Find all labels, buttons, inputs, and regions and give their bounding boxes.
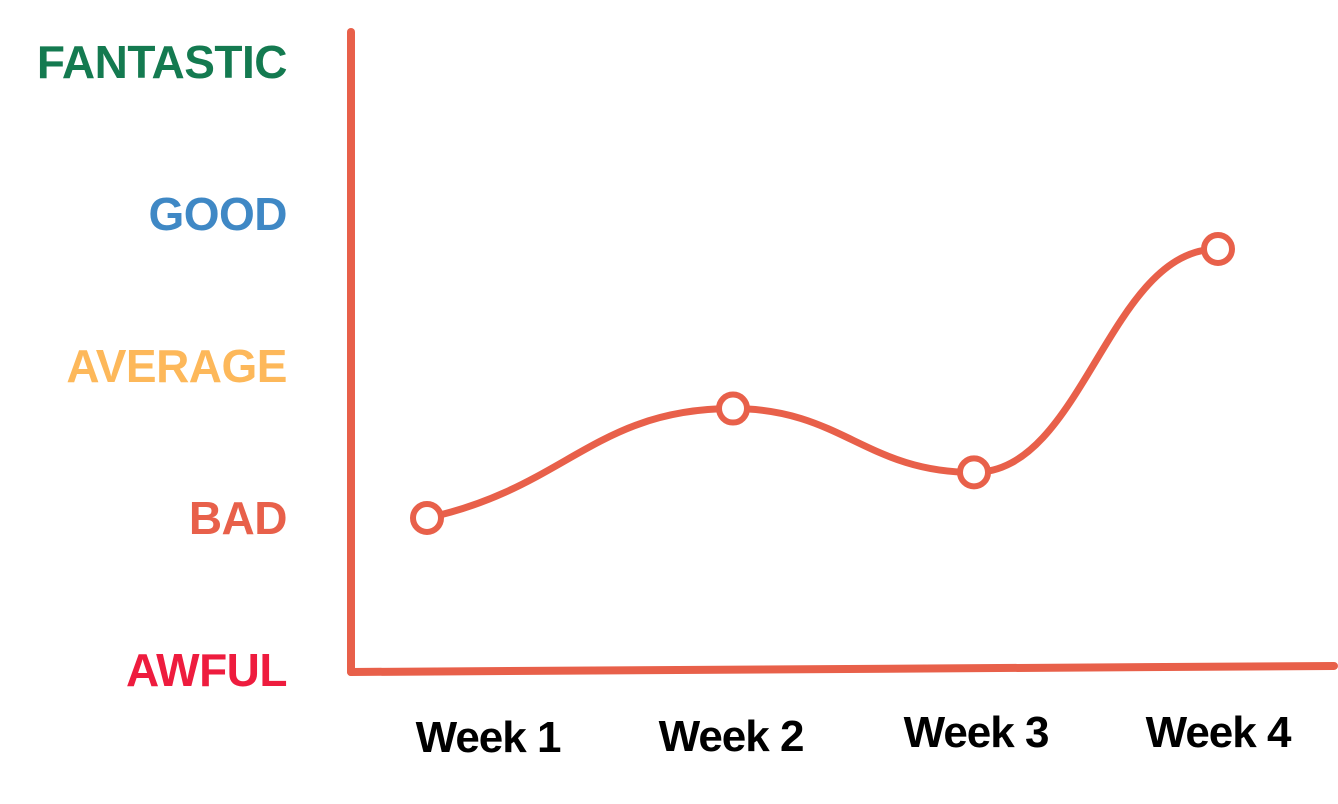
x-axis-line (347, 662, 1338, 676)
x-tick-label-3: Week 3 (904, 708, 1049, 757)
x-tick-label-2: Week 2 (659, 712, 804, 761)
axes (347, 28, 1338, 676)
y-axis-tick-labels: AWFUL BAD AVERAGE GOOD FANTASTIC (37, 36, 288, 696)
series-group (410, 231, 1235, 535)
y-tick-label-good: GOOD (148, 188, 287, 240)
y-tick-label-awful: AWFUL (126, 644, 287, 696)
data-point-week-1 (410, 501, 444, 535)
data-point-week-2 (716, 391, 750, 426)
data-point-week-4 (1201, 231, 1235, 266)
y-tick-label-average: AVERAGE (66, 340, 287, 392)
series-line-1 (423, 245, 1222, 522)
x-tick-label-4: Week 4 (1146, 708, 1292, 757)
data-point-week-3 (957, 455, 991, 490)
y-tick-label-fantastic: FANTASTIC (37, 36, 287, 88)
x-tick-label-1: Week 1 (416, 713, 561, 762)
x-axis-tick-labels: Week 1 Week 2 Week 3 Week 4 (416, 708, 1293, 762)
y-tick-label-bad: BAD (189, 492, 287, 544)
